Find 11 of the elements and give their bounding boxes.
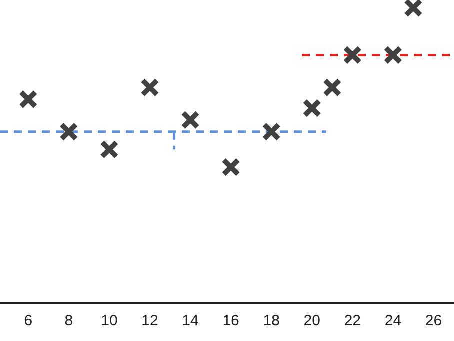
x-tick-label: 20 [304,312,320,330]
x-tick-label: 16 [222,312,240,330]
x-tick-label: 26 [425,312,442,330]
x-tick-label: 10 [101,312,118,330]
x-tick-label: 6 [24,312,33,330]
x-tick-label: 18 [263,312,280,330]
x-tick-label: 24 [384,312,402,330]
x-tick-label: 12 [142,312,158,330]
x-tick-label: 14 [182,312,199,330]
x-tick-label: 22 [344,312,362,330]
x-tick-label: 8 [64,312,74,330]
